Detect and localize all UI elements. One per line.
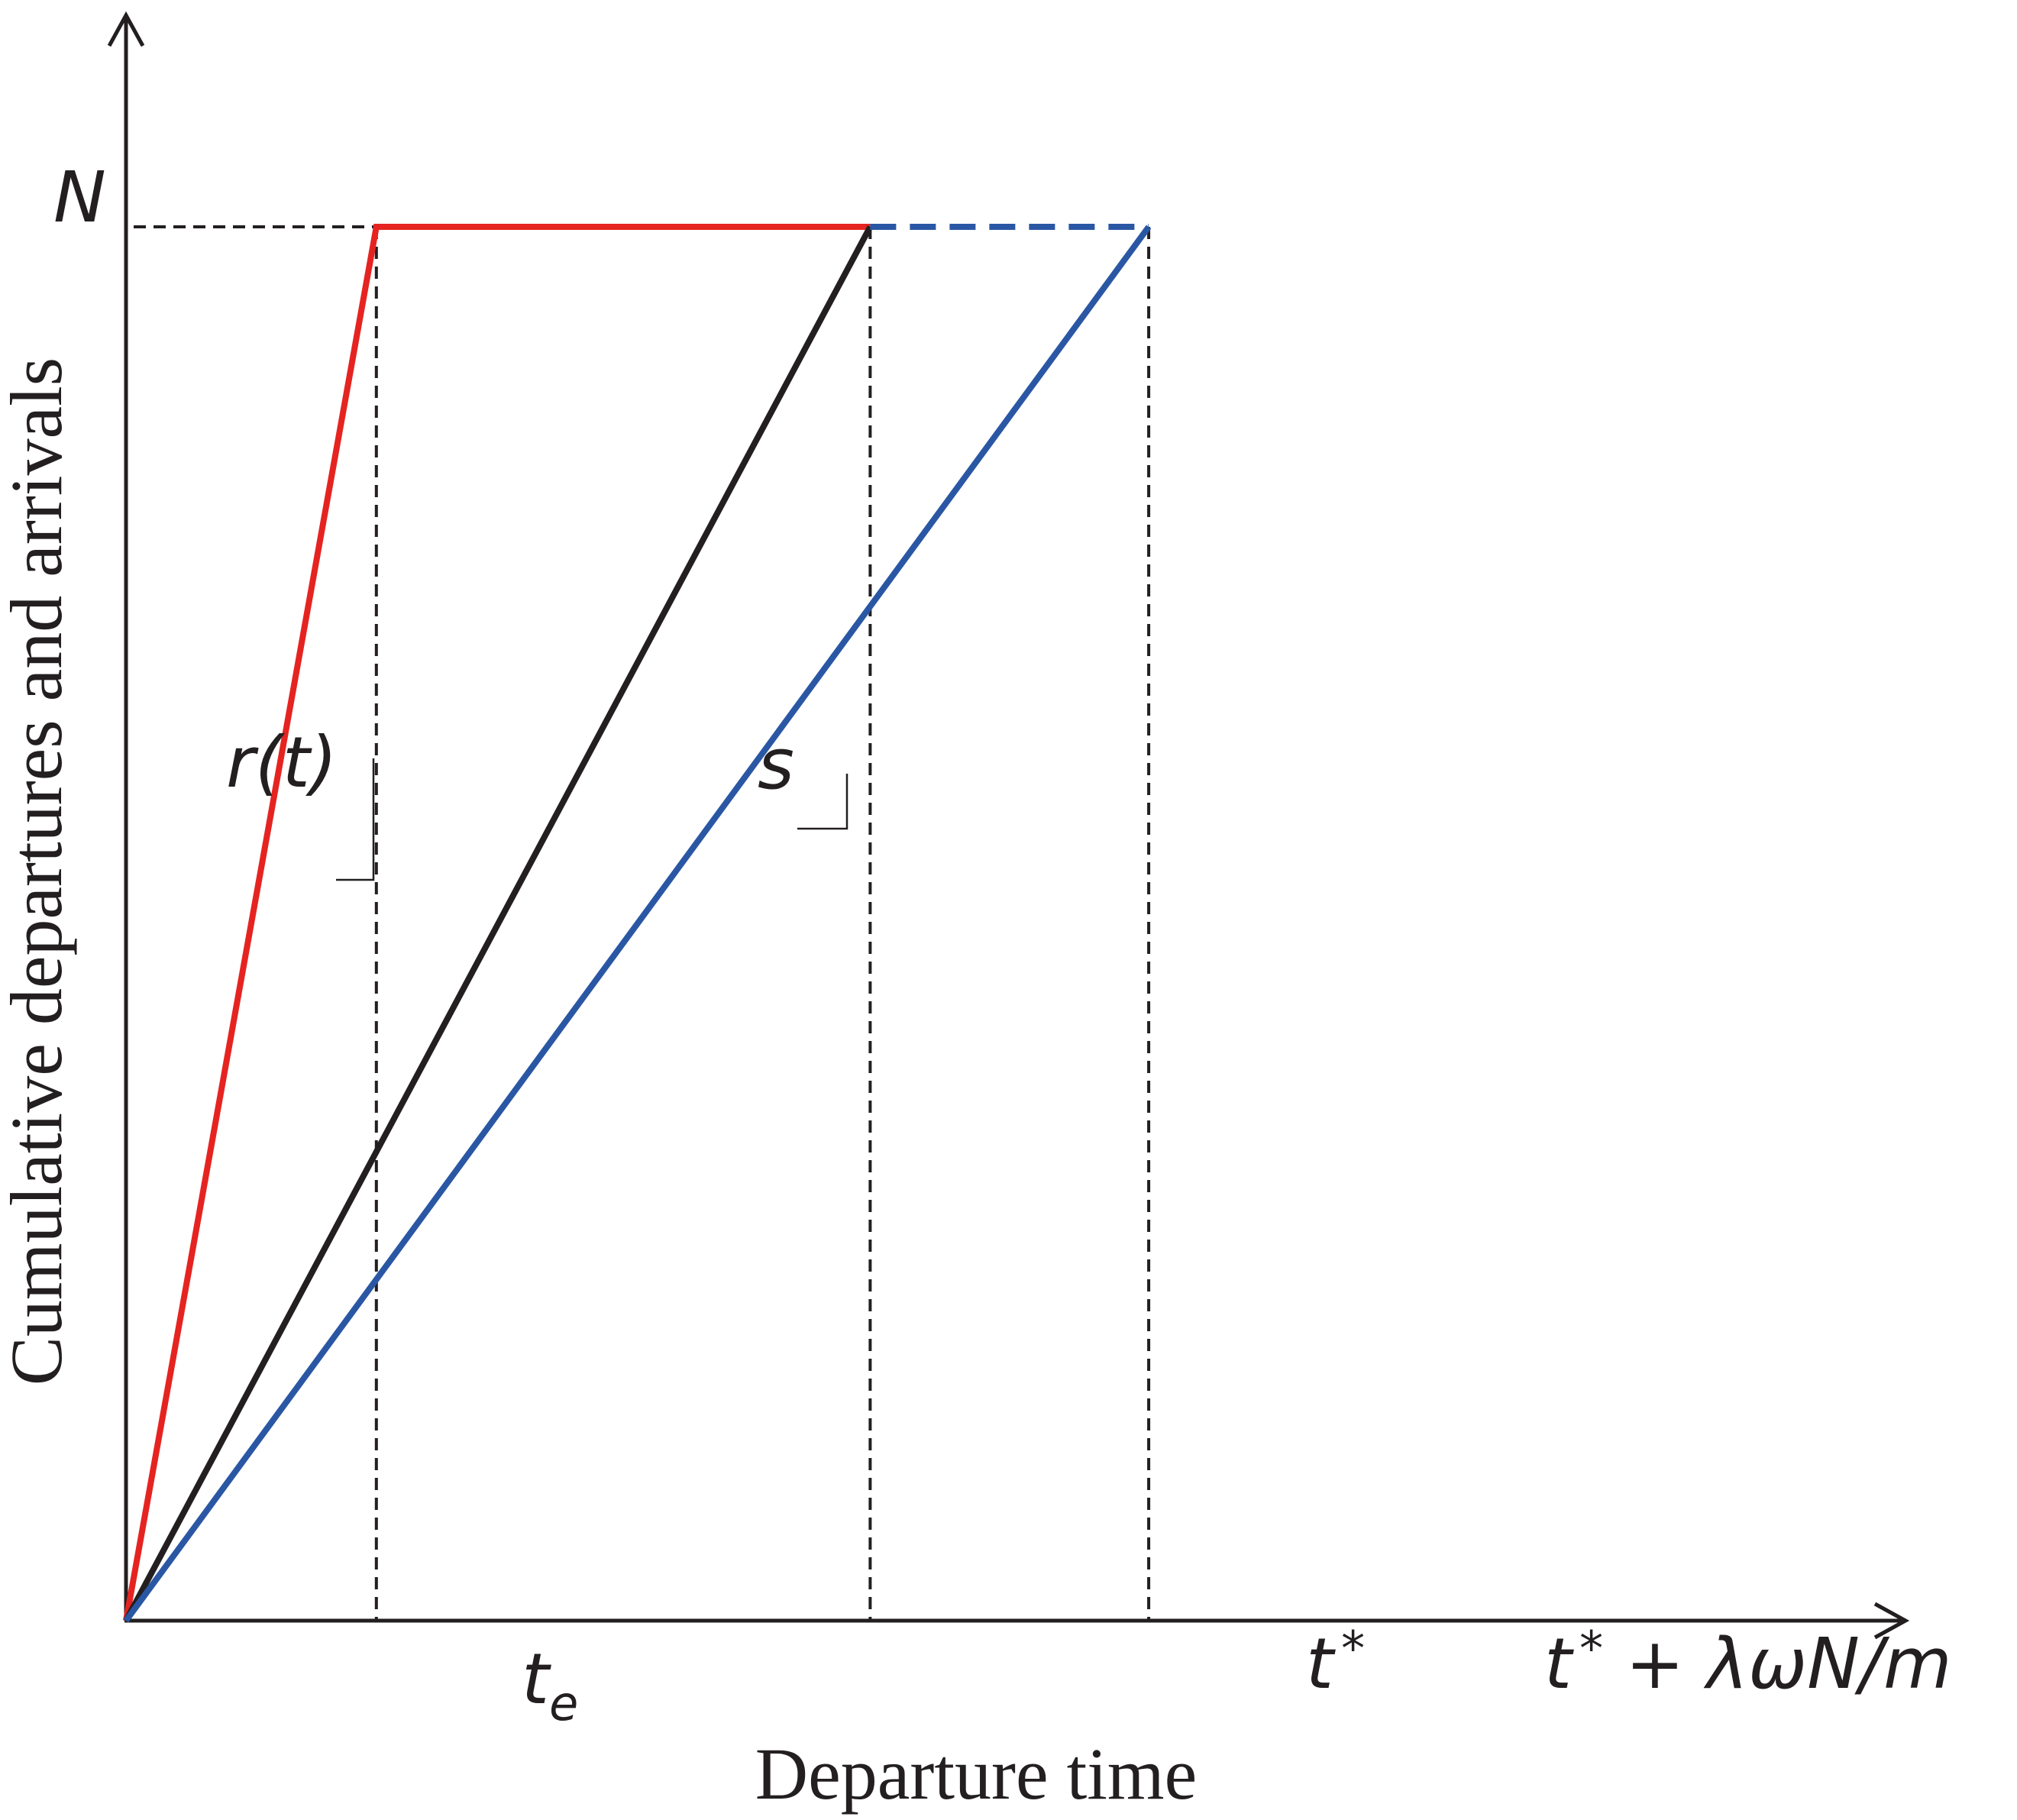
- y-tick-label-N: N: [53, 157, 106, 238]
- guide-lines: [134, 225, 1151, 1621]
- x-tick-tstar-main: t: [1306, 1623, 1336, 1705]
- slope-marks: [336, 758, 848, 881]
- slope-triangle-r: [336, 758, 375, 881]
- series-line-2: [123, 225, 1152, 1623]
- x-axis-label: Departure time: [755, 1733, 1197, 1815]
- x-tick-tstar2-rest: + λωN/m: [1603, 1623, 1952, 1705]
- x-tick-label-tstar: t *: [1306, 1621, 1365, 1705]
- x-tick-label-tstar-plus: t * + λωN/m: [1544, 1621, 1952, 1705]
- series-line-0: [123, 224, 871, 1621]
- x-axis-arrow: [1873, 1602, 1910, 1640]
- x-tick-tstar-sup: *: [1341, 1621, 1365, 1676]
- annotation-r-t: r(t): [226, 722, 338, 803]
- x-tick-te-sub: e: [549, 1676, 578, 1731]
- x-tick-label-te: te: [522, 1638, 578, 1731]
- annotation-s: s: [758, 723, 794, 805]
- x-tick-tstar2-main: t: [1544, 1623, 1574, 1705]
- slope-triangle-s: [797, 774, 848, 830]
- x-tick-te-main: t: [522, 1638, 551, 1720]
- y-axis-label: Cumulative departures and arrivals: [0, 357, 77, 1385]
- series-lines: [123, 224, 1152, 1623]
- series-line-1: [123, 225, 873, 1622]
- y-axis-arrow: [107, 11, 145, 47]
- x-tick-tstar2-sup: *: [1579, 1621, 1603, 1676]
